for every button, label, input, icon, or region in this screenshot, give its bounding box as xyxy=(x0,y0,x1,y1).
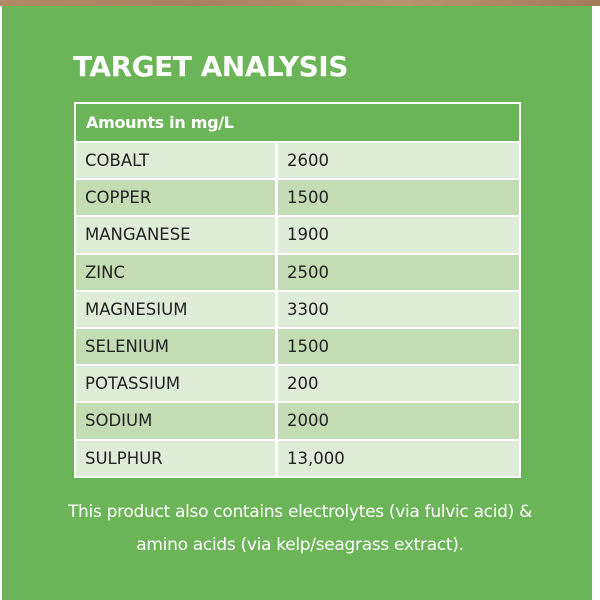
table-row: SULPHUR 13,000 xyxy=(76,440,519,476)
element-amount: 13,000 xyxy=(278,440,519,476)
element-name: MAGNESIUM xyxy=(76,291,278,327)
element-name: COPPER xyxy=(76,180,278,216)
element-name: COBALT xyxy=(76,143,278,179)
wood-background-strip xyxy=(0,0,600,6)
table-row: MANGANESE 1900 xyxy=(76,217,519,255)
element-name: SULPHUR xyxy=(76,440,278,476)
element-name: ZINC xyxy=(76,254,278,290)
element-amount: 2600 xyxy=(278,143,519,179)
element-amount: 200 xyxy=(278,366,519,402)
element-amount: 1500 xyxy=(278,328,519,365)
element-name: SODIUM xyxy=(76,403,278,439)
table-row: SODIUM 2000 xyxy=(76,403,519,441)
analysis-table: Amounts in mg/L COBALT 2600 COPPER 1500 MANG… xyxy=(74,102,521,478)
element-amount: 1900 xyxy=(278,217,519,253)
table-row: POTASSIUM 200 xyxy=(76,366,519,404)
element-name: MANGANESE xyxy=(76,217,278,253)
table-row: COPPER 1500 xyxy=(76,180,519,218)
table-row: COBALT 2600 xyxy=(76,143,519,181)
element-amount: 3300 xyxy=(278,291,519,327)
footnote: This product also contains electrolytes … xyxy=(67,502,533,555)
element-amount: 2500 xyxy=(278,254,519,290)
element-name: SELENIUM xyxy=(76,328,278,365)
table-row: ZINC 2500 xyxy=(76,254,519,292)
element-amount: 1500 xyxy=(278,180,519,216)
element-name: POTASSIUM xyxy=(76,366,278,402)
element-amount: 2000 xyxy=(278,403,519,439)
table-row: SELENIUM 1500 xyxy=(76,328,519,367)
page-title: TARGET ANALYSIS xyxy=(73,50,348,83)
table-row: MAGNESIUM 3300 xyxy=(76,291,519,329)
table-header: Amounts in mg/L xyxy=(76,104,519,143)
